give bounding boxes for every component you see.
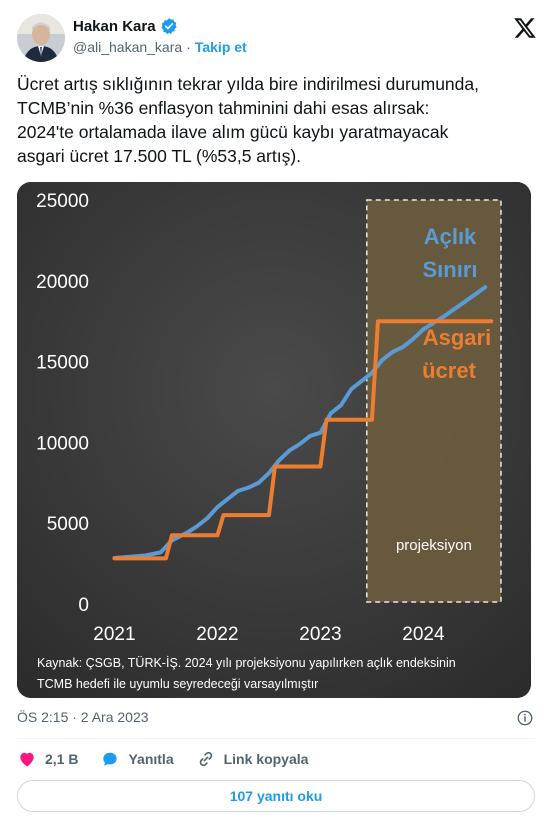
tweet-text-line: 2024'te ortalamada ilave alım gücü kaybı…	[17, 122, 449, 142]
reply-label: Yanıtla	[128, 751, 174, 767]
reply-button[interactable]: Yanıtla	[100, 749, 174, 769]
y-tick-label: 25000	[36, 191, 89, 212]
reply-icon	[103, 752, 118, 766]
x-tick-label: 2024	[402, 624, 445, 645]
chart-image[interactable]: projeksiyon 0 5000 10000 15000 20000 25000 2021…	[17, 182, 531, 698]
link-icon	[199, 751, 212, 767]
tweet-text-line: Ücret artış sıklığının tekrar yılda bire…	[17, 74, 479, 94]
like-count: 2,1 B	[45, 751, 79, 767]
series-label-aclik: Açlık	[424, 224, 477, 249]
y-tick-label: 0	[78, 595, 89, 616]
like-button[interactable]: 2,1 B	[17, 749, 78, 769]
series-label-siniri: Sınırı	[422, 257, 477, 282]
tweet-timestamp[interactable]: ÖS 2:15 · 2 Ara 2023	[17, 709, 149, 725]
x-logo-icon[interactable]	[513, 16, 537, 40]
user-name[interactable]: Hakan Kara	[73, 17, 156, 35]
tweet-text: Ücret artış sıklığının tekrar yılda bire…	[17, 72, 537, 168]
y-tick-label: 10000	[36, 433, 89, 454]
series-label-ucret: ücret	[422, 358, 476, 383]
verified-badge-icon	[160, 18, 177, 35]
tweet-header: Hakan Kara @ali_hakan_kara · Takip et	[17, 14, 537, 66]
avatar-image	[17, 14, 65, 62]
tweet-text-line: TCMB’nin %36 enflasyon tahminini dahi es…	[17, 98, 430, 118]
avatar[interactable]	[17, 14, 65, 62]
action-bar: 2,1 B Yanıtla Link kopyala	[17, 748, 330, 770]
follow-button[interactable]: Takip et	[194, 39, 247, 55]
series-line-asgari-ucret	[112, 319, 494, 561]
info-icon[interactable]	[516, 709, 534, 727]
heart-icon	[20, 752, 34, 767]
handle-separator: ·	[186, 39, 191, 55]
user-handle[interactable]: @ali_hakan_kara	[73, 39, 183, 55]
x-tick-label: 2021	[93, 624, 135, 645]
projection-region	[366, 199, 502, 603]
series-label-asgari: Asgari	[423, 325, 491, 350]
x-tick-label: 2022	[196, 624, 238, 645]
tweet-text-line: asgari ücret 17.500 TL (%53,5 artış).	[17, 146, 302, 166]
divider	[17, 738, 535, 739]
y-tick-label: 15000	[36, 353, 89, 374]
y-tick-label: 20000	[36, 272, 89, 293]
copy-link-button[interactable]: Link kopyala	[196, 749, 309, 769]
source-note-line: TCMB hedefi ile uyumlu seyredeceği varsa…	[37, 677, 318, 691]
chart-svg: projeksiyon 0 5000 10000 15000 20000 25000 2021…	[17, 182, 531, 698]
x-tick-label: 2023	[299, 624, 341, 645]
read-replies-button[interactable]: 107 yanıtı oku	[17, 780, 535, 812]
copy-link-label: Link kopyala	[223, 751, 309, 767]
projection-label: projeksiyon	[396, 537, 472, 554]
series-line-aclik-siniri	[112, 285, 488, 560]
y-tick-label: 5000	[47, 514, 89, 535]
source-note-line: Kaynak: ÇSGB, TÜRK-İŞ. 2024 yılı projeks…	[37, 656, 456, 670]
